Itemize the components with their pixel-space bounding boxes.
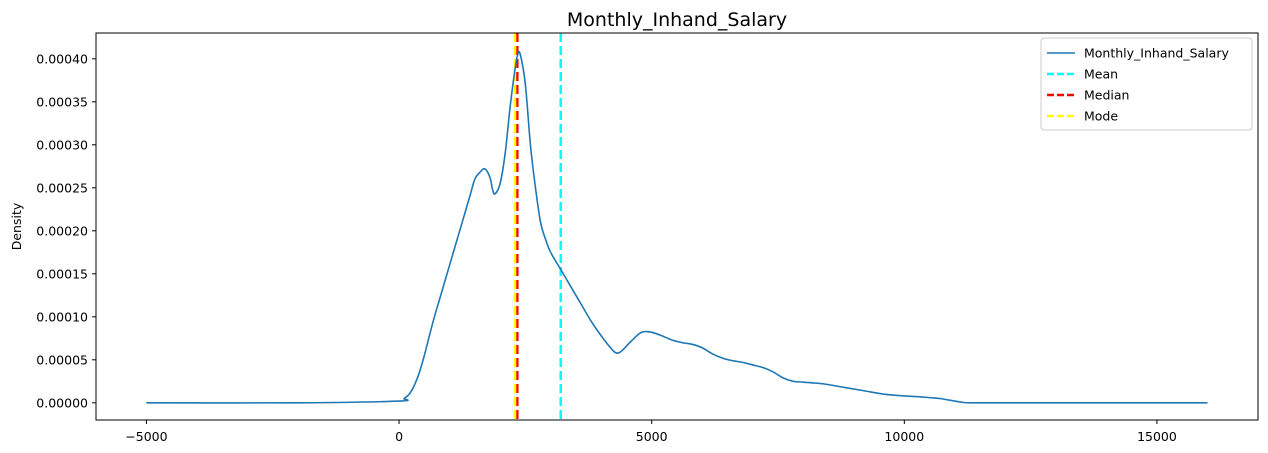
legend-box bbox=[1040, 37, 1253, 131]
x-tick-label: 15000 bbox=[1137, 429, 1177, 444]
x-tick-label: 5000 bbox=[636, 429, 668, 444]
y-tick-label: 0.00010 bbox=[36, 309, 88, 324]
y-tick-label: 0.00035 bbox=[36, 94, 88, 109]
y-tick-label: 0.00015 bbox=[36, 266, 88, 281]
legend: Monthly_Inhand_Salary Mean Median Mode bbox=[1040, 37, 1253, 131]
y-tick-label: 0.00040 bbox=[36, 51, 88, 66]
y-tick-label: 0.00020 bbox=[36, 223, 88, 238]
y-tick-label: 0.00030 bbox=[36, 137, 88, 152]
y-tick-label: 0.00025 bbox=[36, 180, 88, 195]
legend-label: Mode bbox=[1084, 109, 1118, 124]
x-tick-label: 0 bbox=[395, 429, 403, 444]
chart-title: Monthly_Inhand_Salary bbox=[567, 9, 787, 31]
series-lines bbox=[146, 50, 1208, 404]
reference-lines bbox=[513, 33, 562, 420]
x-tick-label: −5000 bbox=[125, 429, 167, 444]
y-tick-label: 0.00005 bbox=[36, 352, 88, 367]
y-axis-ticks: 0.00000 0.00005 0.00010 0.00015 0.00020 0.000… bbox=[36, 51, 96, 410]
y-axis-title: Density bbox=[9, 202, 24, 250]
y-tick-label: 0.00000 bbox=[36, 395, 88, 410]
plot-frame bbox=[95, 32, 1259, 421]
x-tick-label: 10000 bbox=[884, 429, 924, 444]
series-line-0 bbox=[146, 50, 1208, 404]
legend-label: Mean bbox=[1084, 67, 1118, 82]
legend-label: Median bbox=[1084, 88, 1129, 103]
legend-label: Monthly_Inhand_Salary bbox=[1084, 46, 1229, 61]
x-axis-ticks: −5000 0 5000 10000 15000 bbox=[125, 420, 1177, 444]
